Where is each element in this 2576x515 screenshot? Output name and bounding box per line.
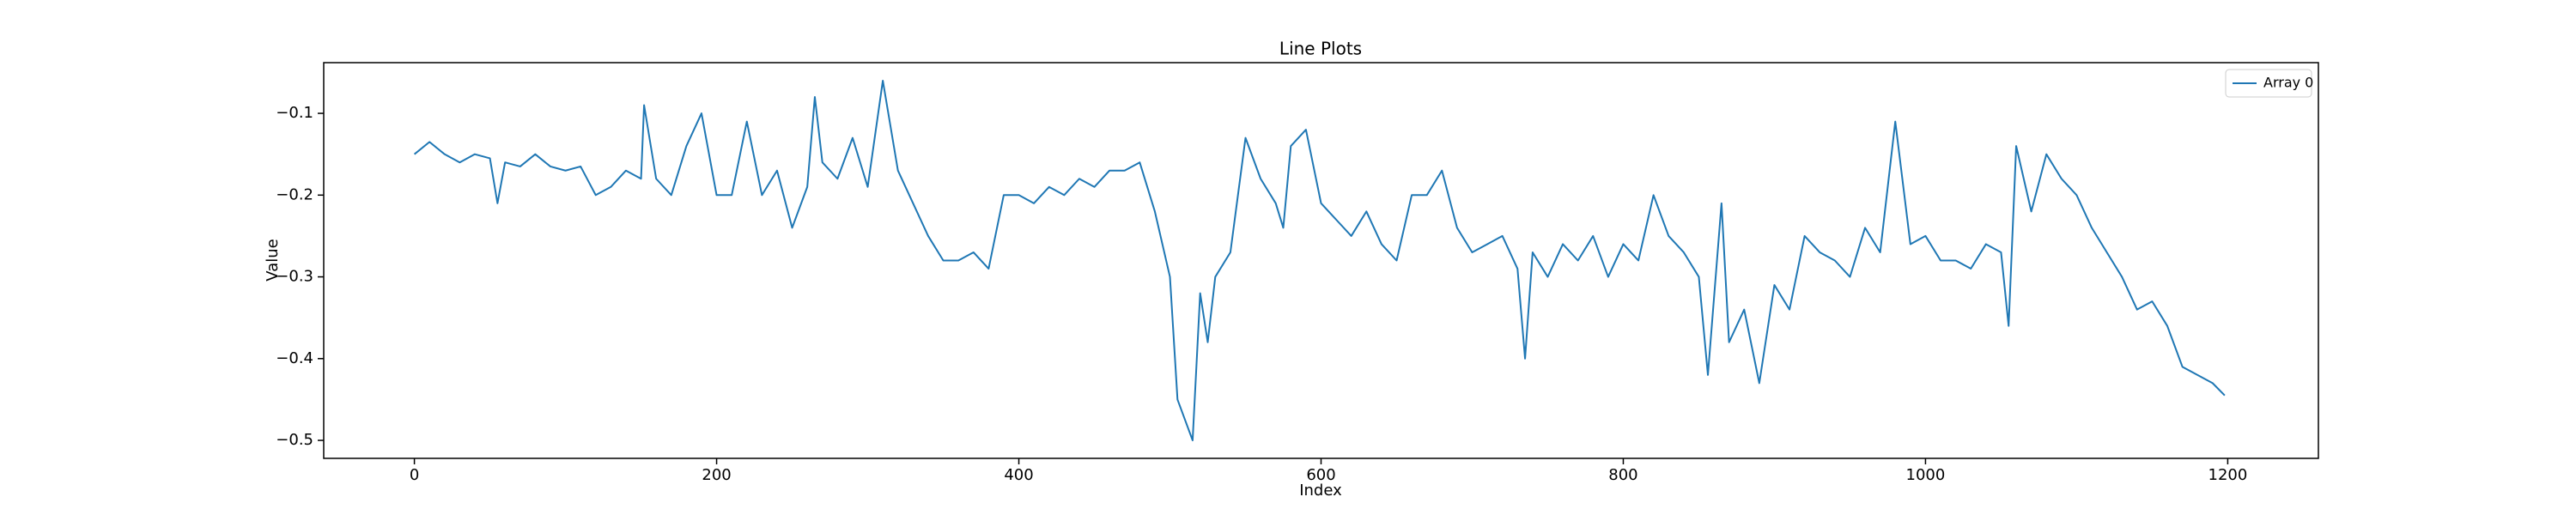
x-axis-label: Index	[1299, 482, 1342, 500]
x-tick-label: 600	[1306, 466, 1335, 484]
y-axis-label: Value	[264, 239, 282, 281]
legend-box	[2225, 69, 2312, 98]
y-tick-label: −0.3	[276, 268, 313, 286]
x-tick-label: 400	[1004, 466, 1033, 484]
chart-title: Line Plots	[1279, 39, 1362, 59]
x-tick-label: 0	[410, 466, 419, 484]
plot-frame	[323, 62, 2319, 459]
y-tick-label: −0.5	[276, 431, 313, 449]
x-tick-label: 800	[1608, 466, 1637, 484]
y-tick-label: −0.4	[276, 349, 313, 367]
x-tick-label: 1200	[2208, 466, 2248, 484]
y-tick-label: −0.2	[276, 185, 313, 203]
legend-label: Array 0	[2263, 75, 2313, 91]
x-tick-label: 200	[702, 466, 731, 484]
x-tick-label: 1000	[1906, 466, 1946, 484]
series-line	[413, 79, 2226, 442]
y-tick-label: −0.1	[276, 104, 313, 122]
